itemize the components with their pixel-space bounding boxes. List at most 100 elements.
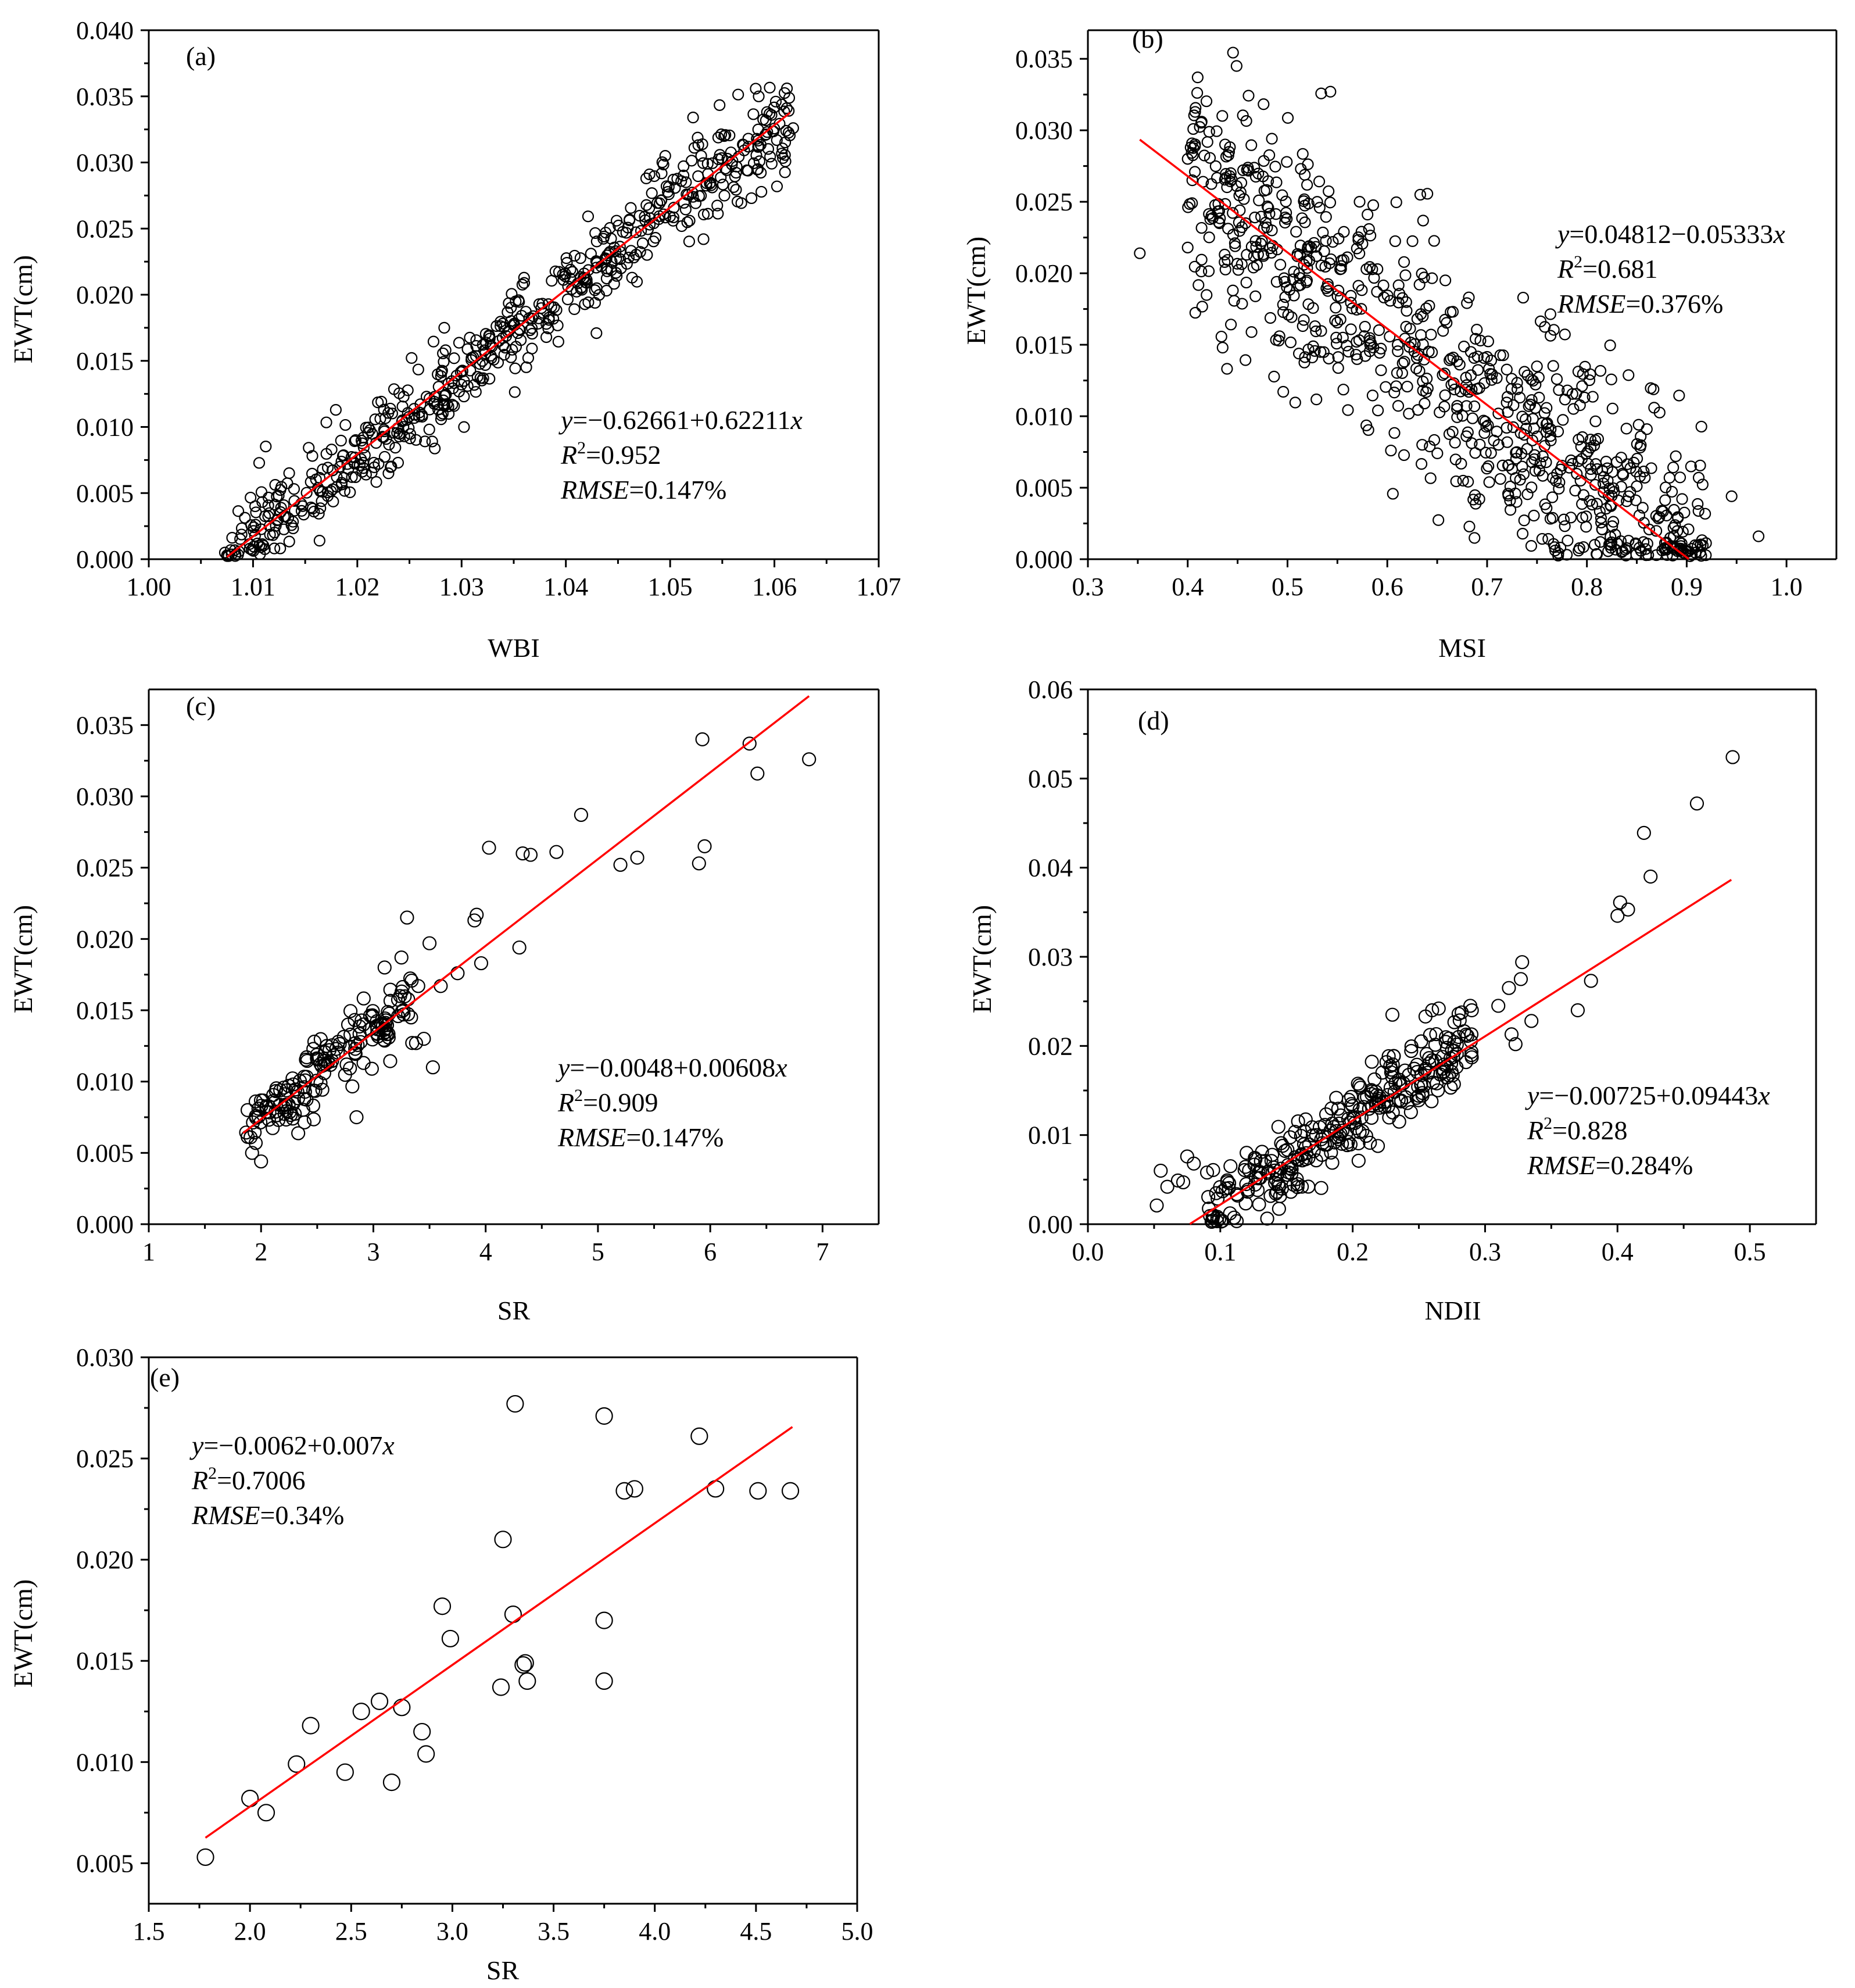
data-point [1516,410,1528,423]
data-point [1528,509,1540,522]
data-point [1310,325,1322,338]
data-point [417,1031,431,1046]
data-point [334,460,346,473]
data-point [320,416,332,428]
data-point [640,172,653,184]
data-point [1519,366,1531,378]
data-point [408,412,420,424]
data-point [659,149,671,162]
data-point [679,203,692,216]
data-point [268,542,281,555]
data-point [706,157,718,169]
data-point [1381,1099,1395,1114]
data-point [1506,373,1518,385]
data-point [329,1042,343,1056]
data-point [1345,323,1357,335]
data-point [622,252,635,264]
data-point [574,807,589,822]
data-point [1323,185,1335,198]
data-point [471,371,484,383]
data-point [1653,511,1666,523]
data-point [667,173,679,186]
data-point [615,1482,633,1500]
y-axis-title: EWT(cm) [8,1579,38,1687]
data-point [1463,520,1476,532]
rmse-label: RMSE [1557,289,1626,319]
data-point [574,252,586,264]
data-point [1672,512,1684,524]
data-point [1655,505,1668,517]
data-point [614,241,626,253]
x-tick-label: 0.4 [1172,573,1204,601]
r-squared-text: R2=0.681 [1557,252,1658,284]
data-point [479,328,492,340]
data-point [1600,456,1612,468]
y-tick-label: 0.020 [1015,259,1073,288]
panel-label: (b) [1132,24,1163,53]
data-point [1406,235,1419,247]
data-point [695,189,707,202]
rmse-value: =0.284% [1596,1150,1693,1180]
y-tick-label: 0.035 [76,711,134,739]
data-point [510,295,522,308]
data-point [1191,71,1204,84]
data-point [1401,380,1413,393]
data-point [1190,102,1202,114]
data-point [486,341,498,353]
data-point [1212,205,1224,217]
data-point [678,169,690,181]
x-tick-label: 7 [816,1238,829,1266]
data-point [506,1395,524,1413]
data-point [1591,548,1603,560]
data-point [1460,400,1473,412]
rmse-text: RMSE=0.284% [1527,1150,1693,1180]
data-point [589,296,601,309]
data-point [1603,482,1616,495]
y-tick-label: 0.030 [1015,116,1073,145]
data-point [288,1755,306,1773]
x-tick-label: 2.0 [234,1917,266,1946]
data-point [1594,536,1606,548]
data-point [1280,195,1292,208]
data-point [275,481,288,493]
data-point [1391,367,1403,379]
data-point [1623,490,1635,502]
data-point [1685,542,1698,555]
data-point [764,81,776,94]
data-point [403,971,418,986]
data-point [1331,316,1344,329]
data-point [1240,354,1252,366]
data-point [515,846,530,861]
y-tick-label: 0.00 [1028,1210,1073,1239]
data-point [669,182,681,194]
data-point [1417,214,1429,227]
data-point [526,322,538,334]
data-point [1404,323,1416,335]
data-point [590,262,603,274]
data-point [1424,440,1436,453]
data-point [1511,383,1524,395]
data-point [1526,434,1538,446]
data-point [1154,1163,1168,1178]
data-point [1251,259,1263,271]
data-point [350,1038,365,1052]
data-point [500,330,513,342]
data-point [1320,234,1332,247]
rmse-label: RMSE [191,1500,260,1530]
chart-panel-e: 1.5 2.0 2.5 3.0 3.5 4.0 4.5 5.0 0.005 0.010 0.015 0… [8,1343,873,1985]
data-point [396,414,409,427]
data-point [456,366,468,378]
data-point [582,210,595,223]
y-tick-label: 0.000 [1015,545,1073,574]
data-point [336,1029,351,1044]
data-point [1363,223,1375,235]
x-tick-label: 1.01 [231,573,275,601]
data-point [310,473,322,485]
data-point [1525,394,1538,406]
data-point [1323,352,1335,364]
data-point [467,913,482,928]
data-point [1351,1077,1365,1091]
data-point [1219,198,1231,210]
data-point [701,158,714,170]
y-tick-label: 0.025 [1015,188,1073,216]
